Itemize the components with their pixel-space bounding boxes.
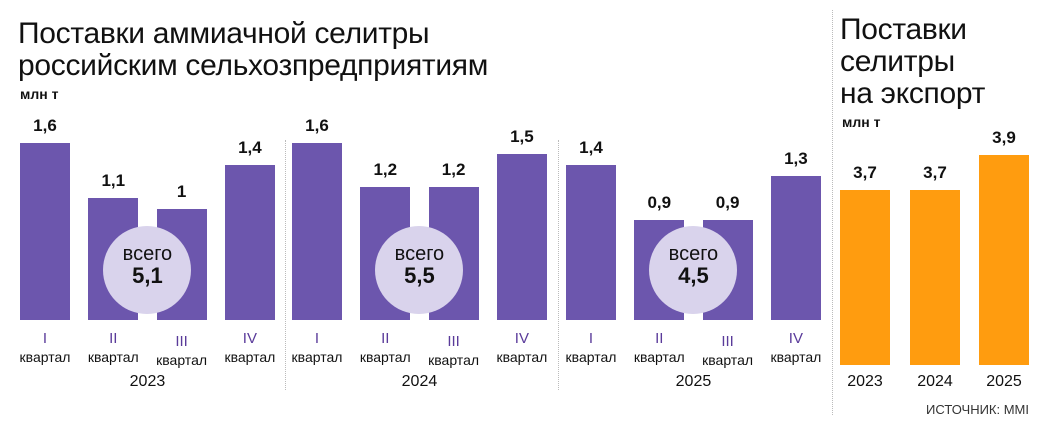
bar bbox=[224, 165, 275, 320]
title-line: Поставки аммиачной селитры bbox=[18, 17, 430, 50]
quarter-label: II квартал bbox=[73, 330, 153, 366]
quarter-label: II квартал bbox=[619, 330, 699, 366]
quarter-word: квартал bbox=[770, 349, 822, 365]
quarter-label: IV квартал bbox=[210, 330, 290, 366]
quarter-label: III квартал bbox=[142, 333, 222, 369]
value-label: 3,9 bbox=[992, 128, 1016, 147]
title-line: селитры bbox=[840, 45, 955, 78]
group-divider bbox=[285, 140, 286, 390]
total-value: 4,5 bbox=[678, 263, 709, 288]
right-chart-title: Поставки селитры на экспорт bbox=[840, 14, 985, 110]
group-divider bbox=[558, 140, 559, 390]
total-circle: всего 5,5 bbox=[375, 226, 464, 314]
quarter-word: квартал bbox=[359, 349, 411, 365]
value-label: 1,1 bbox=[101, 171, 126, 191]
quarter-label: III квартал bbox=[688, 333, 768, 369]
quarter-numeral: II bbox=[109, 330, 118, 347]
value-label: 1 bbox=[176, 182, 187, 202]
year-label: 2025 bbox=[986, 373, 1022, 390]
title-line: российским сельхозпредприятиям bbox=[18, 49, 489, 82]
quarter-numeral: IV bbox=[242, 330, 257, 347]
value-label: 1,4 bbox=[579, 138, 603, 158]
total-label: всего bbox=[668, 243, 719, 265]
quarter-numeral: II bbox=[381, 330, 390, 347]
total-value: 5,1 bbox=[132, 263, 163, 288]
quarter-numeral: IV bbox=[788, 330, 803, 347]
bar bbox=[566, 165, 616, 320]
value-label: 1,6 bbox=[33, 116, 57, 136]
total-label: всего bbox=[394, 243, 445, 265]
quarter-word: квартал bbox=[565, 349, 617, 365]
year-label: 2025 bbox=[675, 373, 712, 390]
bar bbox=[496, 154, 547, 320]
quarter-label: IV квартал bbox=[482, 330, 562, 366]
quarter-word: квартал bbox=[156, 352, 208, 368]
year-label: 2023 bbox=[847, 373, 883, 390]
quarter-word: квартал bbox=[496, 349, 548, 365]
year-label: 2023 bbox=[129, 373, 166, 390]
quarter-word: квартал bbox=[19, 349, 71, 365]
value-label: 3,7 bbox=[853, 163, 877, 182]
quarter-numeral: IV bbox=[514, 330, 529, 347]
bar bbox=[770, 176, 821, 320]
value-label: 1,2 bbox=[441, 160, 466, 180]
left-unit-label: млн т bbox=[20, 86, 59, 102]
value-label: 1,6 bbox=[305, 116, 329, 136]
quarter-numeral: II bbox=[655, 330, 664, 347]
value-label: 1,4 bbox=[238, 138, 262, 158]
value-label: 1,2 bbox=[373, 160, 398, 180]
source-label: ИСТОЧНИК: MMI bbox=[926, 402, 1029, 417]
total-label: всего bbox=[122, 243, 173, 265]
total-circle: всего 5,1 bbox=[103, 226, 192, 314]
year-label: 2024 bbox=[401, 373, 438, 390]
quarter-label: IV квартал bbox=[756, 330, 836, 366]
value-label: 0,9 bbox=[647, 193, 672, 213]
bar bbox=[840, 190, 890, 365]
quarter-numeral: I bbox=[42, 330, 48, 347]
value-label: 1,5 bbox=[510, 127, 534, 147]
quarter-word: квартал bbox=[702, 352, 754, 368]
quarter-word: квартал bbox=[224, 349, 276, 365]
quarter-numeral: III bbox=[721, 333, 734, 350]
bar bbox=[20, 143, 70, 320]
quarter-label: II квартал bbox=[345, 330, 425, 366]
year-label: 2024 bbox=[917, 373, 953, 390]
chart-divider bbox=[832, 10, 833, 415]
total-value: 5,5 bbox=[404, 263, 435, 288]
value-label: 0,9 bbox=[715, 193, 740, 213]
quarter-word: квартал bbox=[428, 352, 480, 368]
total-circle: всего 4,5 bbox=[649, 226, 738, 314]
right-unit-label: млн т bbox=[842, 114, 881, 130]
quarter-word: квартал bbox=[291, 349, 343, 365]
quarter-word: квартал bbox=[87, 349, 139, 365]
quarter-numeral: I bbox=[314, 330, 320, 347]
quarter-numeral: III bbox=[175, 333, 188, 350]
title-line: Поставки bbox=[840, 13, 967, 46]
bar bbox=[292, 143, 342, 320]
quarter-label: III квартал bbox=[414, 333, 494, 369]
quarter-numeral: III bbox=[447, 333, 460, 350]
title-line: на экспорт bbox=[840, 77, 986, 110]
value-label: 1,3 bbox=[784, 149, 808, 169]
value-label: 3,7 bbox=[923, 163, 947, 182]
bar bbox=[979, 155, 1029, 365]
quarter-word: квартал bbox=[633, 349, 685, 365]
bar bbox=[910, 190, 960, 365]
left-chart-title: Поставки аммиачной селитры российским се… bbox=[18, 18, 488, 82]
quarter-numeral: I bbox=[588, 330, 594, 347]
